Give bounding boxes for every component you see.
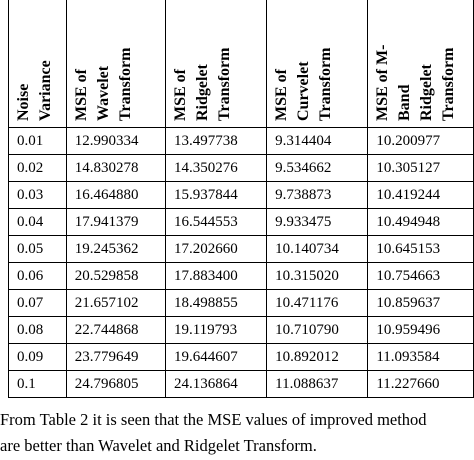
table-cell: 18.498855 <box>164 289 268 317</box>
table-cell: 23.779649 <box>65 343 166 371</box>
table-row: 0.02 14.830278 14.350276 9.534662 10.305127 <box>8 154 474 182</box>
table-cell: 9.314404 <box>266 127 369 155</box>
table-cell: 0.06 <box>8 262 67 290</box>
table-cell: 9.933475 <box>266 208 369 236</box>
header-cell: Noise Variance <box>8 0 67 128</box>
table-cell: 10.315020 <box>266 262 369 290</box>
header-cell: MSE of Ridgelet Transform <box>164 0 268 128</box>
table-cell: 12.990334 <box>65 127 166 155</box>
table-cell: 10.140734 <box>266 235 369 263</box>
table-row: 0.04 17.941379 16.544553 9.933475 10.494948 <box>8 208 474 236</box>
header-line: Transform <box>215 47 233 121</box>
table-cell: 21.657102 <box>65 289 166 317</box>
table-cell: 14.350276 <box>164 154 268 182</box>
header-line: Wavelet <box>94 65 112 121</box>
table-row: 0.01 12.990334 13.497738 9.314404 10.200977 <box>8 127 474 155</box>
header-line: Band <box>396 84 414 121</box>
table-row: 0.07 21.657102 18.498855 10.471176 10.859637 <box>8 289 474 317</box>
table-cell: 10.959496 <box>367 316 474 344</box>
table-cell: 0.04 <box>8 208 67 236</box>
table-cell: 11.093584 <box>367 343 474 371</box>
table-cell: 0.02 <box>8 154 67 182</box>
table-cell: 0.1 <box>8 370 67 398</box>
header-line: MSE of M- <box>374 44 392 121</box>
table-cell: 13.497738 <box>164 127 268 155</box>
table-cell: 17.883400 <box>164 262 268 290</box>
table-cell: 19.119793 <box>164 316 268 344</box>
paragraph-line: are better than Wavelet and Ridgelet Tra… <box>0 436 317 455</box>
table-cell: 10.200977 <box>367 127 474 155</box>
header-line: Transform <box>440 47 458 121</box>
table-cell: 24.136864 <box>164 370 268 398</box>
table-cell: 0.07 <box>8 289 67 317</box>
header-line: Ridgelet <box>418 64 436 121</box>
header-line: Noise <box>15 83 32 121</box>
table-cell: 10.419244 <box>367 181 474 209</box>
header-row: Noise Variance MSE of Wavelet Transform MSE o… <box>8 0 474 128</box>
table-cell: 22.744868 <box>65 316 166 344</box>
table-cell: 10.494948 <box>367 208 474 236</box>
table-cell: 0.01 <box>8 127 67 155</box>
table-row: 0.09 23.779649 19.644607 10.892012 11.093584 <box>8 343 474 371</box>
header-line: Transform <box>116 47 134 121</box>
table-cell: 24.796805 <box>65 370 166 398</box>
table-cell: 11.088637 <box>266 370 369 398</box>
table-cell: 0.03 <box>8 181 67 209</box>
table-cell: 16.464880 <box>65 181 166 209</box>
table-cell: 10.710790 <box>266 316 369 344</box>
table-cell: 19.245362 <box>65 235 166 263</box>
table-row: 0.05 19.245362 17.202660 10.140734 10.645153 <box>8 235 474 263</box>
header-line: MSE of <box>171 69 189 121</box>
header-cell: MSE of Curvelet Transform <box>266 0 369 128</box>
table-cell: 20.529858 <box>65 262 166 290</box>
paragraph: From Table 2 it is seen that the MSE val… <box>0 407 427 459</box>
table-cell: 14.830278 <box>65 154 166 182</box>
table-row: 0.06 20.529858 17.883400 10.315020 10.754663 <box>8 262 474 290</box>
header-line: MSE of <box>273 69 291 121</box>
header-text: MSE of Ridgelet Transform <box>170 0 236 121</box>
table-cell: 0.09 <box>8 343 67 371</box>
table-cell: 10.859637 <box>367 289 474 317</box>
table-row: 0.1 24.796805 24.136864 11.088637 11.227660 <box>8 370 474 398</box>
table-cell: 9.738873 <box>266 181 369 209</box>
table-cell: 10.892012 <box>266 343 369 371</box>
paragraph-line: From Table 2 it is seen that the MSE val… <box>0 410 427 429</box>
table-cell: 10.305127 <box>367 154 474 182</box>
table-cell: 10.645153 <box>367 235 474 263</box>
header-line: Curvelet <box>295 61 313 121</box>
table-cell: 19.644607 <box>164 343 268 371</box>
header-line: Transform <box>317 47 335 121</box>
header-line: MSE of <box>72 69 90 121</box>
header-cell: MSE of M- Band Ridgelet Transform <box>367 0 474 128</box>
header-cell: MSE of Wavelet Transform <box>65 0 166 128</box>
header-text: MSE of M- Band Ridgelet Transform <box>372 0 460 121</box>
table-cell: 9.534662 <box>266 154 369 182</box>
header-line: Variance <box>37 60 54 121</box>
header-text: MSE of Wavelet Transform <box>71 0 137 121</box>
table-cell: 17.202660 <box>164 235 268 263</box>
table-cell: 15.937844 <box>164 181 268 209</box>
table-cell: 0.08 <box>8 316 67 344</box>
table-cell: 16.544553 <box>164 208 268 236</box>
table-row: 0.08 22.744868 19.119793 10.710790 10.959496 <box>8 316 474 344</box>
table-cell: 10.754663 <box>367 262 474 290</box>
header-line: Ridgelet <box>193 64 211 121</box>
table-cell: 10.471176 <box>266 289 369 317</box>
table-row: 0.03 16.464880 15.937844 9.738873 10.419244 <box>8 181 474 209</box>
mse-table: Noise Variance MSE of Wavelet Transform MSE o… <box>8 0 474 398</box>
header-text: MSE of Curvelet Transform <box>271 0 337 121</box>
table-cell: 0.05 <box>8 235 67 263</box>
table-cell: 17.941379 <box>65 208 166 236</box>
header-text: Noise Variance <box>13 0 57 121</box>
table-cell: 11.227660 <box>367 370 474 398</box>
